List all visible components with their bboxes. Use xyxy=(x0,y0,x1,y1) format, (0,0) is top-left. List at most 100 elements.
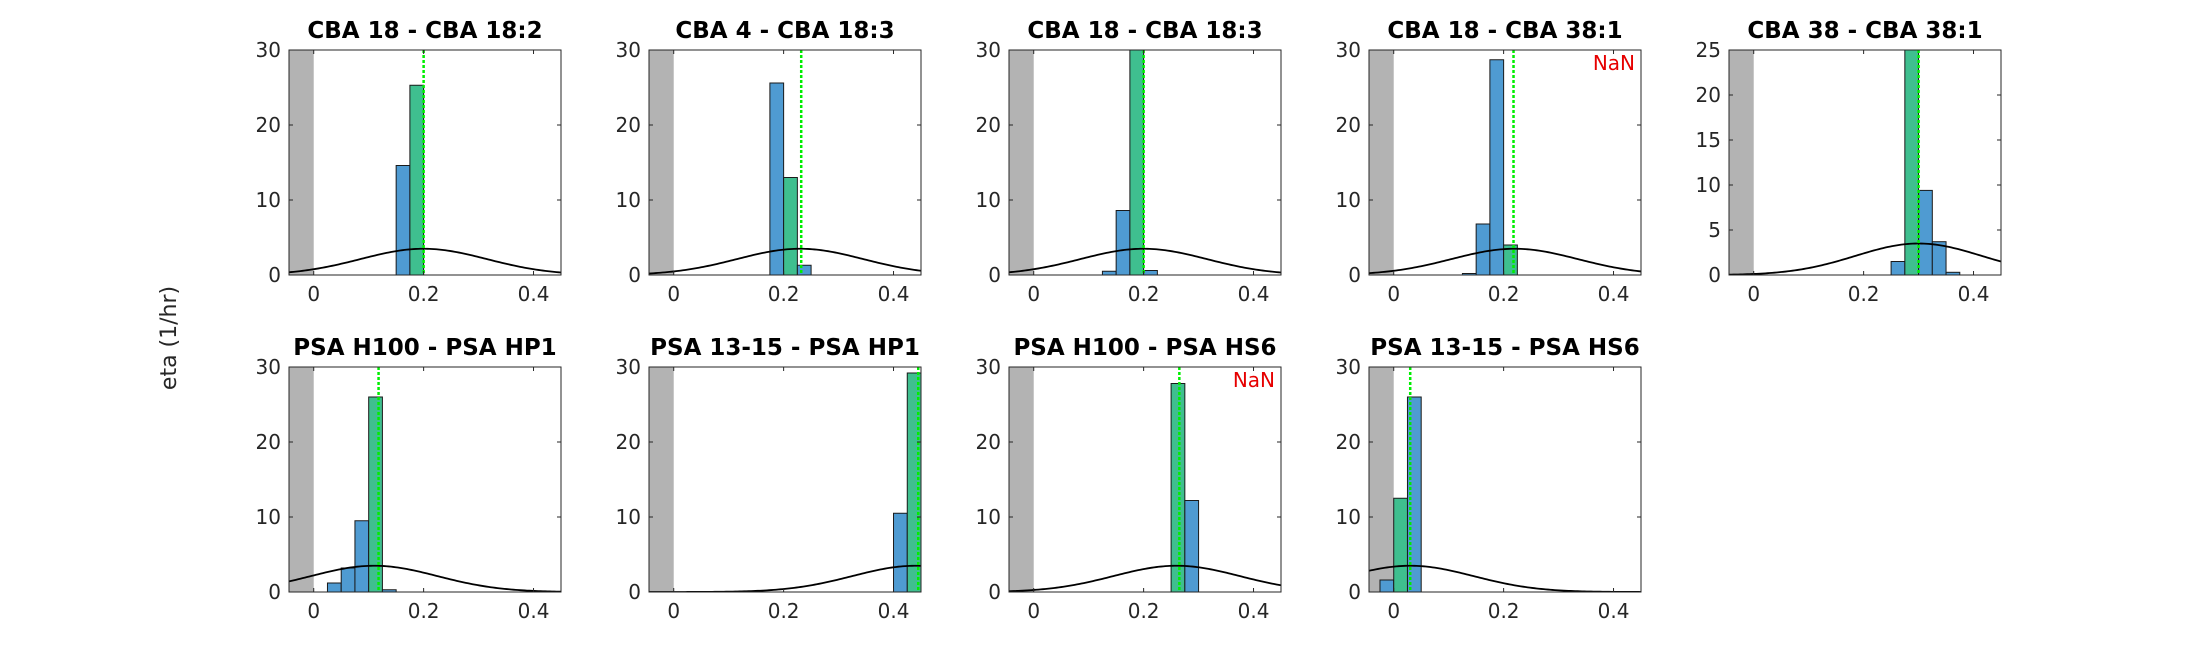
chart-4-plot-area xyxy=(1369,50,1641,275)
chart-2-title: CBA 4 - CBA 18:3 xyxy=(675,18,894,44)
chart-7: 0 10 20 30 0 0.2 0.4 PSA 13-15 - PSA HP1 xyxy=(616,335,922,623)
chart-3-ytick-label-1: 0 xyxy=(988,263,1001,287)
chart-9-shaded-region xyxy=(1369,367,1394,592)
chart-4-ytick-label-3: 20 xyxy=(1336,113,1361,137)
chart-5-shaded-region xyxy=(1729,50,1754,275)
chart-5-xtick-label-3: 0.4 xyxy=(1958,282,1990,306)
chart-2: 0 10 20 30 0 0.2 0.4 CBA 4 - CBA 18:3 xyxy=(616,18,922,306)
chart-5-ytick-label-4: 15 xyxy=(1696,128,1721,152)
chart-5: 0 5 10 15 20 25 0 0.2 0.4 CBA 38 - CBA 38:1 xyxy=(1696,18,2002,306)
chart-7-xtick-label-1: 0 xyxy=(667,599,680,623)
chart-3-shaded-region xyxy=(1009,50,1034,275)
chart-6-title: PSA H100 - PSA HP1 xyxy=(293,335,556,361)
chart-2-xtick-label-3: 0.4 xyxy=(878,282,910,306)
chart-2-ytick-label-1: 0 xyxy=(628,263,641,287)
chart-3-bar-2 xyxy=(1115,210,1131,275)
chart-7-xtick-label-2: 0.2 xyxy=(768,599,800,623)
chart-3-bar-1 xyxy=(1101,270,1117,275)
chart-5-density-curve xyxy=(1729,242,2001,275)
chart-9-ytick-label-3: 20 xyxy=(1336,430,1361,454)
chart-4-xtick-label-3: 0.4 xyxy=(1598,282,1630,306)
chart-6-ytick-label-3: 20 xyxy=(256,430,281,454)
chart-9-bar-2 xyxy=(1393,497,1408,592)
chart-2-xtick-label-1: 0 xyxy=(667,282,680,306)
chart-2-ytick-label-2: 10 xyxy=(616,188,641,212)
chart-2-bar-2 xyxy=(783,177,798,275)
chart-4-nan-label: NaN xyxy=(1593,51,1635,75)
chart-3-ytick-label-4: 30 xyxy=(976,38,1001,62)
chart-6-bar-4 xyxy=(368,396,383,592)
chart-8-xtick-label-2: 0.2 xyxy=(1128,599,1160,623)
chart-6-shaded-region xyxy=(289,367,314,592)
chart-5-xtick-label-2: 0.2 xyxy=(1848,282,1880,306)
chart-8-bar-2 xyxy=(1184,500,1200,592)
chart-9: 0 10 20 30 0 0.2 0.4 PSA 13-15 - PSA HS6 xyxy=(1336,335,1642,623)
chart-3-density-curve xyxy=(1009,247,1281,274)
chart-1-density-curve xyxy=(289,247,561,274)
chart-9-title: PSA 13-15 - PSA HS6 xyxy=(1370,335,1639,361)
chart-8-xtick-label-1: 0 xyxy=(1027,599,1040,623)
chart-6-bar-1 xyxy=(326,582,342,592)
chart-5-axes-box xyxy=(1728,49,2002,276)
chart-3-title: CBA 18 - CBA 18:3 xyxy=(1027,18,1262,44)
chart-7-shaded-region xyxy=(649,367,674,592)
chart-7-bar-1 xyxy=(893,512,908,592)
chart-6: 0 10 20 30 0 0.2 0.4 PSA H100 - PSA HP1 xyxy=(256,335,562,623)
chart-3-plot-area xyxy=(1009,50,1281,275)
chart-8-nan-label: NaN xyxy=(1233,368,1275,392)
chart-8-density-curve xyxy=(1009,564,1281,592)
chart-3-ytick-label-2: 10 xyxy=(976,188,1001,212)
chart-4-ytick-label-4: 30 xyxy=(1336,38,1361,62)
chart-2-ytick-label-4: 30 xyxy=(616,38,641,62)
chart-8-plot-area xyxy=(1009,367,1281,592)
chart-6-bar-3 xyxy=(354,520,370,592)
chart-9-axes-box xyxy=(1368,366,1642,593)
chart-3-xtick-label-3: 0.4 xyxy=(1238,282,1270,306)
chart-5-ytick-label-1: 0 xyxy=(1708,263,1721,287)
chart-4-title: CBA 18 - CBA 38:1 xyxy=(1387,18,1622,44)
chart-3-axes-box xyxy=(1008,49,1282,276)
chart-5-ytick-label-3: 10 xyxy=(1696,173,1721,197)
chart-4-axes-box xyxy=(1368,49,1642,276)
chart-4-ytick-label-1: 0 xyxy=(1348,263,1361,287)
chart-5-xtick-label-1: 0 xyxy=(1747,282,1760,306)
chart-8-axes-box xyxy=(1008,366,1282,593)
chart-2-xtick-label-2: 0.2 xyxy=(768,282,800,306)
chart-1-ytick-label-3: 20 xyxy=(256,113,281,137)
chart-7-ytick-label-3: 20 xyxy=(616,430,641,454)
chart-8-title: PSA H100 - PSA HS6 xyxy=(1013,335,1276,361)
chart-3-ytick-label-3: 20 xyxy=(976,113,1001,137)
chart-7-plot-area xyxy=(649,367,921,592)
chart-1-plot-area xyxy=(289,50,561,275)
chart-3-xtick-label-2: 0.2 xyxy=(1128,282,1160,306)
chart-8: 0 10 20 30 0 0.2 0.4 PSA H100 - PSA HS6 NaN xyxy=(976,335,1282,623)
chart-7-axes-box xyxy=(648,366,922,593)
chart-1: 0 10 20 30 0 0.2 0.4 CBA 18 - CBA 18:2 xyxy=(256,18,562,306)
chart-5-ytick-label-2: 5 xyxy=(1708,218,1721,242)
chart-8-shaded-region xyxy=(1009,367,1034,592)
chart-6-ytick-label-1: 0 xyxy=(268,580,281,604)
chart-1-ytick-label-2: 10 xyxy=(256,188,281,212)
chart-1-axes-box xyxy=(288,49,562,276)
chart-2-density-curve xyxy=(649,247,921,275)
chart-3-bar-4 xyxy=(1143,270,1158,275)
chart-8-ytick-label-4: 30 xyxy=(976,355,1001,379)
chart-8-xtick-label-3: 0.4 xyxy=(1238,599,1270,623)
chart-5-plot-area xyxy=(1729,50,2001,275)
chart-6-xtick-label-1: 0 xyxy=(307,599,320,623)
chart-3-bar-3 xyxy=(1129,50,1145,275)
chart-1-title: CBA 18 - CBA 18:2 xyxy=(307,18,542,44)
chart-2-axes-box xyxy=(648,49,922,276)
y-axis-label: eta (1/hr) xyxy=(157,286,182,390)
chart-4-ytick-label-2: 10 xyxy=(1336,188,1361,212)
chart-4: 0 10 20 30 0 0.2 0.4 CBA 18 - CBA 38:1 NaN xyxy=(1336,18,1642,306)
chart-7-ytick-label-1: 0 xyxy=(628,580,641,604)
chart-2-shaded-region xyxy=(649,50,674,275)
chart-6-plot-area xyxy=(289,367,561,592)
chart-5-ytick-label-5: 20 xyxy=(1696,83,1721,107)
chart-5-bar-3 xyxy=(1918,189,1933,275)
chart-4-bar-3 xyxy=(1489,59,1505,275)
chart-9-ytick-label-2: 10 xyxy=(1336,505,1361,529)
chart-6-xtick-label-3: 0.4 xyxy=(518,599,550,623)
